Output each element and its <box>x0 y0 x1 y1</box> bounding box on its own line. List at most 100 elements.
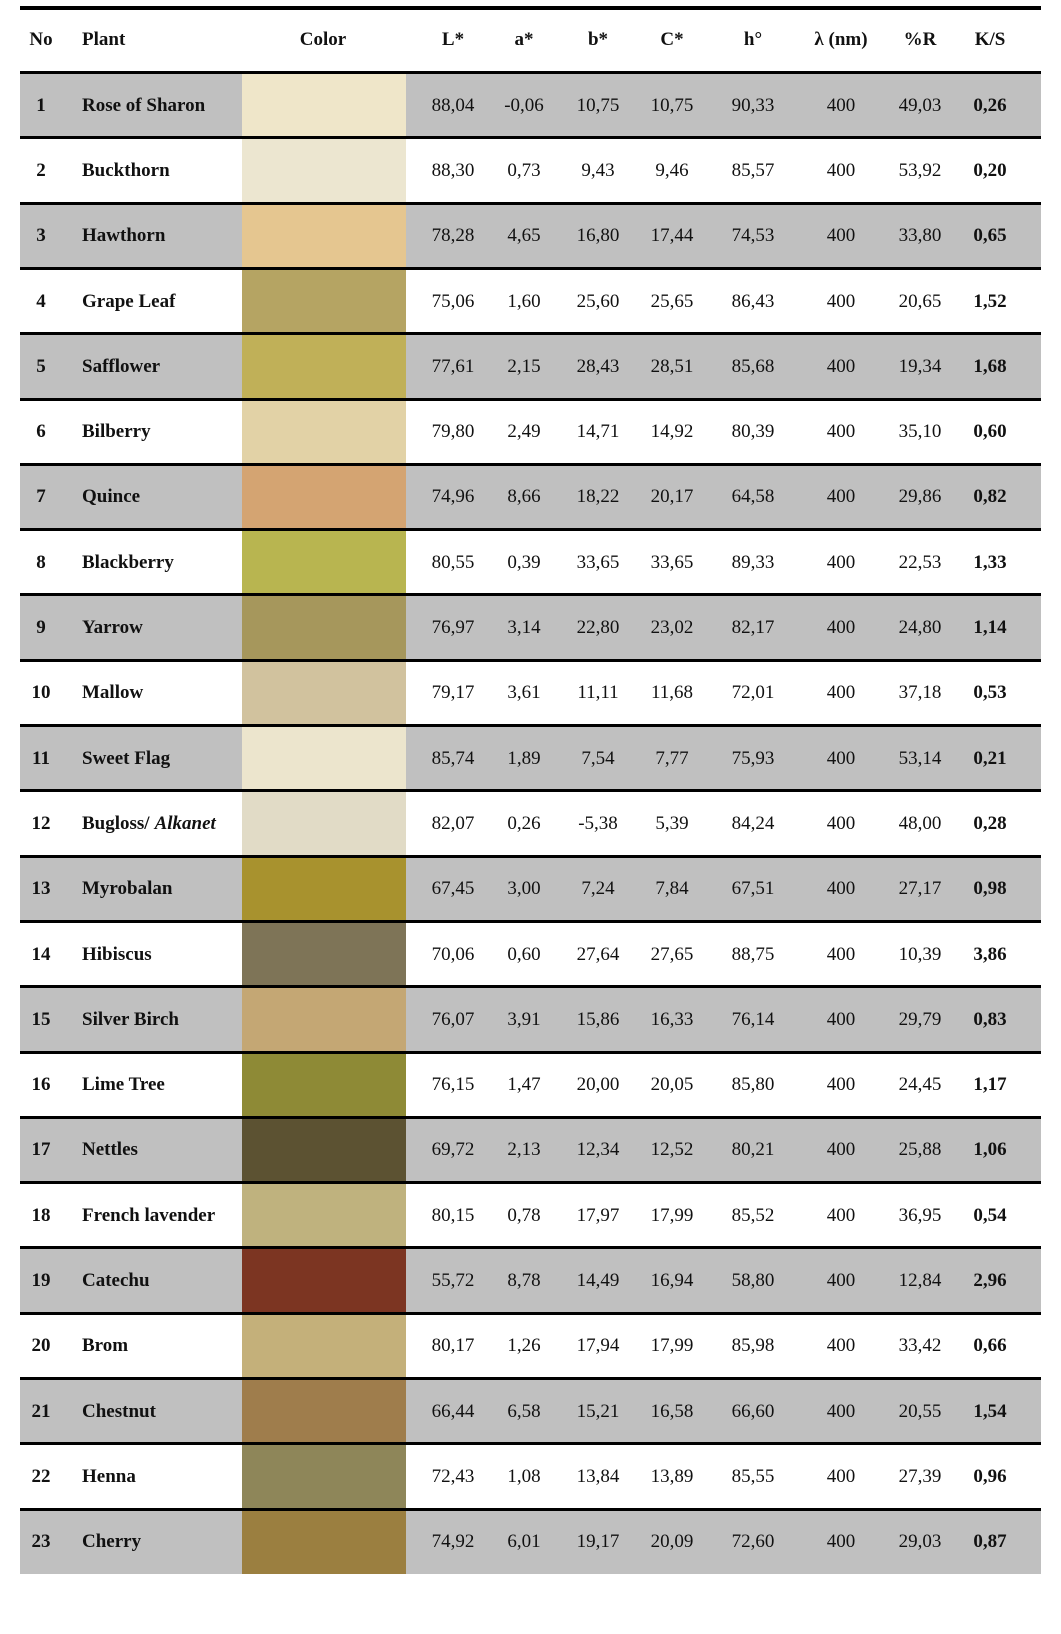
value-cell: 12,34 <box>576 1139 620 1161</box>
row-band <box>20 596 1041 660</box>
ks-value: 3,86 <box>973 943 1007 965</box>
plant-text: Yarrow <box>82 617 143 639</box>
row-number: 13 <box>31 878 51 900</box>
ks-value: 0,54 <box>973 1204 1007 1226</box>
row-number: 20 <box>31 1335 51 1357</box>
row-rule <box>20 1050 1041 1054</box>
value-cell: 37,18 <box>898 682 942 704</box>
value-cell: 18,22 <box>576 486 620 508</box>
value-cell: 22,80 <box>576 617 620 639</box>
ks-value: 2,96 <box>973 1270 1007 1292</box>
value-cell: 79,17 <box>431 682 475 704</box>
ks-value: 0,96 <box>973 1465 1007 1487</box>
value-cell: 6,01 <box>507 1531 541 1553</box>
value-cell: 48,00 <box>898 812 942 834</box>
value-cell: 14,71 <box>576 421 620 443</box>
ks-value: 0,98 <box>973 878 1007 900</box>
row-rule <box>20 724 1041 727</box>
plant-name: Mallow <box>82 662 143 725</box>
value-cell: 400 <box>826 421 856 443</box>
value-cell: 8,78 <box>507 1270 541 1292</box>
plant-name: Hibiscus <box>82 923 152 986</box>
value-cell: 67,45 <box>431 878 475 900</box>
value-cell: 88,04 <box>431 94 475 116</box>
row-band <box>20 857 1041 921</box>
value-cell: 76,14 <box>731 1008 775 1030</box>
value-cell: 10,75 <box>576 94 620 116</box>
value-cell: 4,65 <box>507 225 541 247</box>
row-rule <box>20 854 1041 858</box>
value-cell: 20,05 <box>650 1074 694 1096</box>
value-cell: 88,30 <box>431 159 475 181</box>
color-swatch <box>242 269 406 334</box>
value-cell: 25,88 <box>898 1139 942 1161</box>
plant-text: Sweet Flag <box>82 747 171 769</box>
value-cell: 85,55 <box>731 1465 775 1487</box>
value-cell: 0,60 <box>507 943 541 965</box>
plant-text: Cherry <box>82 1531 142 1553</box>
color-swatch <box>242 400 406 464</box>
plant-text: Quince <box>82 486 141 508</box>
row-number: 11 <box>32 747 50 769</box>
row-rule <box>20 1507 1041 1511</box>
plant-text: Brom <box>82 1335 129 1357</box>
value-cell: 400 <box>826 486 856 508</box>
row-rule <box>20 593 1041 597</box>
ks-value: 0,21 <box>973 747 1007 769</box>
value-cell: 58,80 <box>731 1270 775 1292</box>
value-cell: 14,49 <box>576 1270 620 1292</box>
header-cell: %R <box>903 29 937 50</box>
value-cell: 74,92 <box>431 1531 475 1553</box>
ks-value: 1,17 <box>973 1074 1007 1096</box>
value-cell: 29,79 <box>898 1008 942 1030</box>
value-cell: 6,58 <box>507 1400 541 1422</box>
value-cell: 17,44 <box>650 225 694 247</box>
row-band <box>20 74 1041 138</box>
value-cell: 3,14 <box>507 617 541 639</box>
color-swatch <box>242 1445 406 1509</box>
value-cell: 400 <box>826 878 856 900</box>
row-rule <box>20 1246 1041 1250</box>
plant-text: French lavender <box>82 1204 216 1226</box>
value-cell: 80,17 <box>431 1335 475 1357</box>
value-cell: 89,33 <box>731 551 775 573</box>
value-cell: 77,61 <box>431 355 475 377</box>
ks-value: 1,14 <box>973 617 1007 639</box>
value-cell: 400 <box>826 1204 856 1226</box>
plant-name: French lavender <box>82 1184 215 1247</box>
value-cell: 88,75 <box>731 943 775 965</box>
value-cell: 90,33 <box>731 94 775 116</box>
row-number: 9 <box>36 617 46 639</box>
value-cell: 66,60 <box>731 1400 775 1422</box>
color-swatch <box>242 335 406 399</box>
plant-name: Grape Leaf <box>82 270 175 333</box>
value-cell: 28,43 <box>576 355 620 377</box>
value-cell: 17,99 <box>650 1335 694 1357</box>
plant-name: Yarrow <box>82 596 143 659</box>
value-cell: 80,55 <box>431 551 475 573</box>
plant-text: Bugloss/ <box>82 812 150 834</box>
plant-text: Nettles <box>82 1139 138 1161</box>
value-cell: 3,00 <box>507 878 541 900</box>
value-cell: -5,38 <box>578 812 618 834</box>
row-band <box>20 988 1041 1052</box>
value-cell: 75,93 <box>731 747 775 769</box>
row-number: 16 <box>31 1074 51 1096</box>
row-rule <box>20 985 1041 989</box>
color-swatch <box>242 1380 406 1444</box>
color-swatch <box>242 792 406 856</box>
plant-text: Catechu <box>82 1270 150 1292</box>
plant-name: Henna <box>82 1445 136 1508</box>
value-cell: 400 <box>826 1139 856 1161</box>
ks-value: 0,26 <box>973 94 1007 116</box>
value-cell: 80,15 <box>431 1204 475 1226</box>
ks-value: 0,28 <box>973 812 1007 834</box>
value-cell: 12,52 <box>650 1139 694 1161</box>
row-number: 10 <box>31 682 51 704</box>
row-band <box>20 1380 1041 1444</box>
value-cell: 17,97 <box>576 1204 620 1226</box>
value-cell: 400 <box>826 1465 856 1487</box>
row-number: 21 <box>31 1400 51 1422</box>
row-band <box>20 727 1041 791</box>
color-swatch <box>242 988 406 1052</box>
